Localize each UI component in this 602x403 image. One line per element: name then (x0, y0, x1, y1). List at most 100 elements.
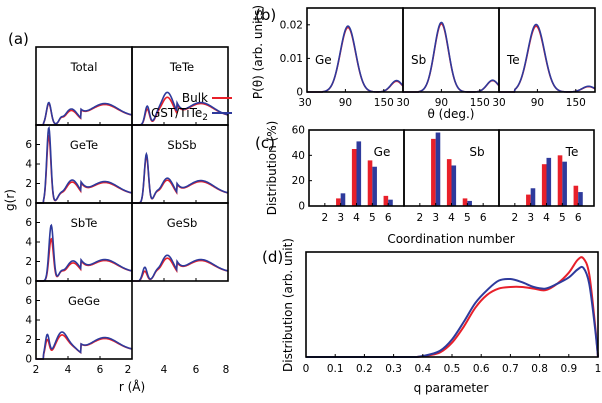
coord-x-tick-label: 2 (511, 212, 518, 224)
angle-subplot-frame (402, 7, 500, 93)
rdf-y-tick-label: 0 (25, 198, 32, 210)
q-x-tick-label: 0.5 (444, 363, 461, 375)
rdf-y-tick-label: 4 (25, 237, 32, 249)
rdf-gst-line (132, 254, 229, 282)
angle-x-tick-label: 150 (566, 97, 586, 109)
legend-gst-label: GST/TiTe2 (151, 106, 208, 123)
coord-bar-bulk (383, 195, 389, 206)
angle-subplot-label: Ge (315, 53, 332, 67)
rdf-subplot-frame (131, 202, 229, 282)
rdf-subplot-label: SbTe (71, 216, 98, 230)
q-x-tick-label: 0.7 (502, 363, 519, 375)
coord-bar-gst (546, 157, 552, 206)
angle-y-tick-label: 0.02 (280, 19, 303, 31)
rdf-y-tick-label: 2 (25, 178, 32, 190)
coord-bar-gst (356, 141, 362, 206)
rdf-subplot-frame (131, 124, 229, 204)
q-x-tick-label: 0.3 (385, 363, 402, 375)
rdf-y-tick-label: 2 (25, 256, 32, 268)
coord-x-tick-label: 2 (416, 212, 423, 224)
rdf-y-tick-label: 0 (25, 354, 32, 366)
coord-subplot-te: Te 2 3 4 5 6 (511, 145, 583, 224)
coord-subplot-label: Te (565, 145, 579, 159)
rdf-subplot-total: Total (35, 60, 133, 126)
coord-x-tick-label: 4 (353, 212, 360, 224)
coord-y-tick-label: 40 (292, 150, 305, 162)
angle-x-tick-label: 30 (298, 97, 311, 109)
q-x-tick-label: 0 (303, 363, 310, 375)
angle-x-tick-label: 90 (435, 97, 448, 109)
rdf-subplot-label: GeSb (167, 216, 198, 230)
coord-x-tick-label: 2 (321, 212, 328, 224)
q-x-tick-label: 0.9 (560, 363, 577, 375)
rdf-subplot-gesb: GeSb (131, 216, 229, 282)
rdf-y-axis-label: g(r) (3, 189, 17, 211)
rdf-y-tick-label: 4 (25, 159, 32, 171)
q-plot-frame (305, 251, 599, 358)
angle-x-tick-label: 150 (374, 97, 394, 109)
rdf-subplot-label: Total (70, 60, 98, 74)
coord-x-tick-label: 6 (480, 212, 487, 224)
rdf-bulk-line (36, 237, 133, 282)
coord-bar-bulk (431, 138, 436, 206)
coord-x-tick-label: 5 (369, 212, 376, 224)
rdf-x-tick-label: 4 (65, 364, 72, 376)
coord-y-axis-label: Distribution (%) (265, 121, 279, 216)
coord-bar-gst (451, 165, 457, 206)
coord-bar-gst (467, 200, 472, 206)
angle-subplot-label: Te (506, 53, 520, 67)
coord-bar-gst (562, 161, 567, 206)
angle-gst-line (499, 23, 596, 93)
coord-x-tick-label: 4 (543, 212, 550, 224)
q-gst-line (416, 265, 599, 358)
rdf-subplot-sbsb: SbSb (131, 138, 229, 204)
angle-subplot-te: Te (498, 23, 596, 93)
rdf-x-tick-label: 2 (33, 364, 40, 376)
legend-gst-sub: 2 (202, 113, 208, 123)
angle-x-axis-label: θ (deg.) (428, 107, 475, 121)
rdf-subplot-sbte: SbTe 0 2 4 6 (25, 216, 133, 288)
coord-x-tick-label: 5 (464, 212, 471, 224)
coord-y-tick-label: 20 (292, 175, 305, 187)
coord-bar-gst (340, 193, 346, 206)
angle-x-tick-label: 150 (470, 97, 490, 109)
q-x-tick-label: 0.1 (327, 363, 344, 375)
coord-bar-gst (388, 199, 393, 206)
coord-y-tick-label: 0 (298, 201, 305, 213)
angle-y-tick-label: 0.01 (280, 53, 303, 65)
angle-x-tick-label: 30 (396, 97, 409, 109)
rdf-subplot-frame (35, 280, 133, 360)
q-x-tick-label: 0.6 (473, 363, 490, 375)
coord-x-tick-label: 6 (385, 212, 392, 224)
panel-d-label: (d) (262, 248, 283, 266)
rdf-y-tick-label: 6 (25, 139, 32, 151)
rdf-x-tick-label: 8 (223, 364, 230, 376)
coord-x-tick-label: 3 (432, 212, 439, 224)
rdf-gst-line (36, 223, 133, 282)
angle-y-axis-label: P(θ) (arb. units) (251, 5, 265, 99)
rdf-subplot-frame (35, 46, 133, 126)
coord-bar-gst (578, 192, 583, 206)
legend-gst-main: GST/TiTe (151, 106, 202, 120)
angle-subplot-label: Sb (411, 53, 426, 67)
coord-bar-gst (372, 166, 377, 206)
rdf-x-tick-label: 2 (125, 364, 132, 376)
q-x-tick-label: 0.4 (414, 363, 431, 375)
rdf-x-tick-label: 4 (161, 364, 168, 376)
legend-bulk-label: Bulk (182, 91, 208, 105)
angle-subplot-sb: Sb (402, 21, 500, 93)
rdf-subplot-label: GeTe (70, 138, 98, 152)
rdf-y-tick-label: 6 (25, 217, 32, 229)
rdf-x-tick-label: 6 (193, 364, 200, 376)
coord-bar-bulk (462, 198, 468, 206)
angle-subplot-ge: Ge 0 0.01 0.02 (280, 19, 404, 99)
rdf-y-tick-label: 4 (25, 315, 32, 327)
rdf-y-tick-label: 6 (25, 295, 32, 307)
coord-x-tick-label: 3 (527, 212, 534, 224)
rdf-gst-line (36, 101, 133, 126)
rdf-gst-line (132, 91, 229, 126)
rdf-gst-line (132, 151, 229, 204)
q-x-tick-label: 0.2 (356, 363, 373, 375)
q-y-axis-label: Distribution (arb. unit) (281, 238, 295, 372)
